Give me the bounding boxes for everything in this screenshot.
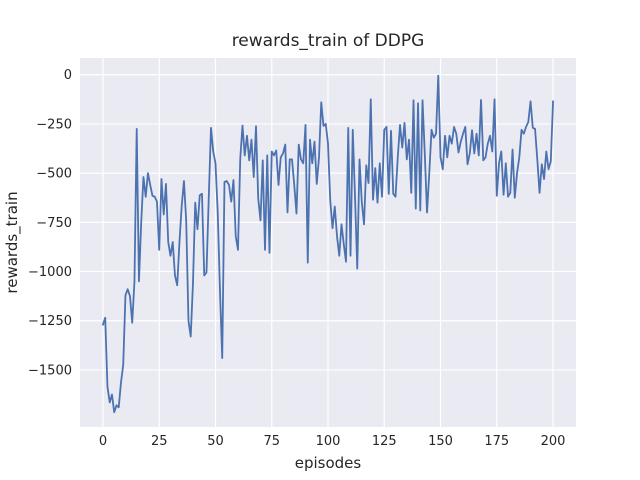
- y-tick-label: −1000: [28, 265, 72, 280]
- y-tick-label: −500: [36, 167, 72, 182]
- y-tick-label: 0: [64, 68, 72, 83]
- x-tick-label: 25: [151, 434, 168, 449]
- y-tick-label: −1250: [28, 314, 72, 329]
- y-axis-label: rewards_train: [3, 191, 22, 293]
- x-tick-labels: 0 25 50 75 100 125 150 175 200: [99, 434, 566, 449]
- x-tick-label: 50: [207, 434, 224, 449]
- rewards-line: [102, 74, 554, 414]
- y-tick-labels: 0 −250 −500 −750 −1000 −1250 −1500: [28, 68, 72, 378]
- x-tick-label: 0: [99, 434, 107, 449]
- x-tick-label: 125: [372, 434, 397, 449]
- x-tick-label: 75: [263, 434, 280, 449]
- x-tick-label: 175: [484, 434, 509, 449]
- series-group: [102, 74, 554, 414]
- x-axis-label: episodes: [295, 454, 362, 472]
- x-tick-label: 200: [541, 434, 566, 449]
- chart-title: rewards_train of DDPG: [232, 31, 425, 51]
- y-tick-label: −750: [36, 216, 72, 231]
- y-tick-label: −250: [36, 117, 72, 132]
- x-tick-label: 150: [428, 434, 453, 449]
- x-tick-label: 100: [316, 434, 341, 449]
- y-tick-label: −1500: [28, 363, 72, 378]
